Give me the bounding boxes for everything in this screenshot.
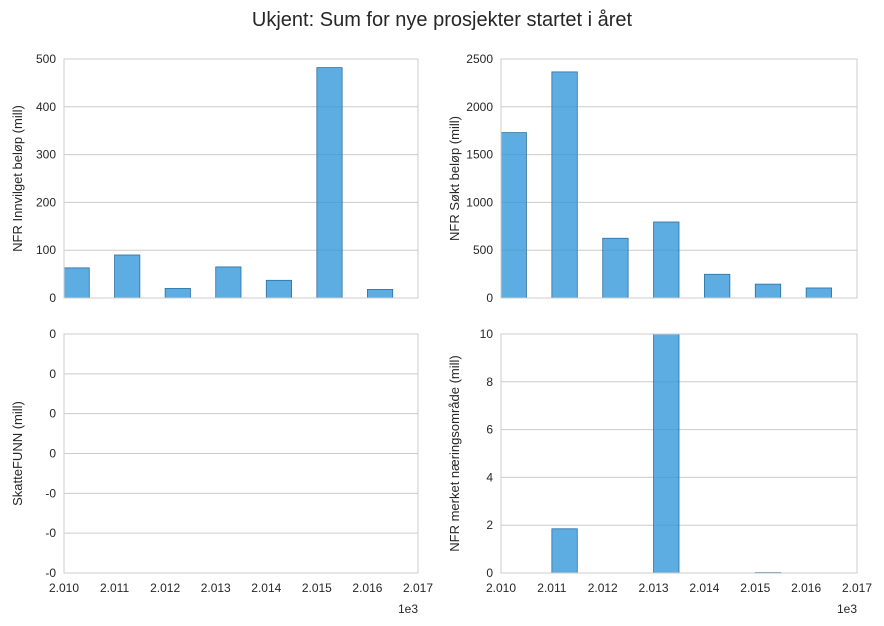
bar-2010: [63, 267, 90, 299]
y-tick-label: 100: [36, 243, 56, 257]
y-tick-label: 0: [49, 327, 56, 341]
bar-2011: [551, 71, 578, 299]
y-tick-label: 2000: [466, 100, 493, 114]
bar-2016: [805, 287, 832, 299]
y-tick-label: 2500: [466, 52, 493, 66]
y-tick-label: 400: [36, 100, 56, 114]
x-tick-label: 2.012: [150, 581, 180, 595]
bar-2010: [500, 132, 527, 299]
x-tick-label: 2.015: [740, 581, 770, 595]
x-tick-label: 2.013: [201, 581, 231, 595]
y-tick-label: 8: [486, 375, 493, 389]
y-tick-label: 2: [486, 518, 493, 532]
y-tick-label: 0: [486, 566, 493, 580]
y-tick-label: 4: [486, 470, 493, 484]
x-tick-label: 2.017: [842, 581, 872, 595]
figure-title: Ukjent: Sum for nye prosjekter startet i…: [252, 9, 633, 31]
bar-2015: [316, 67, 343, 299]
subplot-2: 0 500 1000 1500 2000 2500 NFR Søkt beløp (mill…: [447, 52, 858, 305]
x-tick-label: 2.015: [302, 581, 332, 595]
y-tick-label: 6: [486, 423, 493, 437]
bar-2016: [367, 288, 394, 299]
x-tick-label: 2.010: [486, 581, 516, 595]
y-tick-label: 300: [36, 148, 56, 162]
axes-frame: [500, 333, 858, 574]
subplot-3: -0 -0 -0 0 0 0 0 2.010 2.011 2.012 2.013 2.014 2.015…: [10, 327, 433, 616]
bar-2013: [653, 221, 680, 299]
y-tick-label: 0: [49, 407, 56, 421]
y-tick-label: -0: [45, 526, 56, 540]
axes-frame: [63, 333, 419, 574]
x-tick-label: 2.011: [537, 581, 566, 595]
y-tick-label: 0: [49, 447, 56, 461]
y-axis-label: NFR merket næringsområde (mill): [447, 355, 462, 551]
x-offset-label: 1e3: [398, 602, 418, 616]
y-tick-label: 1000: [466, 195, 493, 209]
subplot-4: 0 2 4 6 8 10 2.010 2.011 2.012 2.013 2.014 2.015 2.0…: [447, 327, 872, 616]
y-tick-label: 500: [36, 52, 56, 66]
y-tick-label: -0: [45, 566, 56, 580]
y-tick-label: 0: [49, 367, 56, 381]
bar-2013: [653, 333, 680, 574]
y-tick-label: 0: [486, 291, 493, 305]
x-tick-label: 2.010: [49, 581, 79, 595]
x-tick-label: 2.014: [251, 581, 281, 595]
x-tick-label: 2.017: [403, 581, 433, 595]
bar-2015: [754, 283, 782, 299]
y-tick-label: -0: [45, 486, 56, 500]
y-tick-label: 500: [473, 243, 493, 257]
bar-2014: [265, 279, 292, 299]
x-tick-label: 2.013: [639, 581, 669, 595]
bar-2012: [164, 288, 191, 299]
x-tick-label: 2.016: [791, 581, 821, 595]
x-tick-label: 2.014: [689, 581, 719, 595]
bar-2011: [551, 528, 578, 574]
y-tick-label: 200: [36, 195, 56, 209]
bar-2012: [602, 237, 629, 299]
x-offset-label: 1e3: [837, 602, 857, 616]
axes-frame: [500, 58, 858, 299]
y-tick-label: 1500: [466, 148, 493, 162]
y-axis-label: SkatteFUNN (mill): [10, 401, 25, 506]
bar-2011: [114, 254, 141, 299]
y-axis-label: NFR Søkt beløp (mill): [447, 116, 462, 241]
bar-2013: [215, 266, 242, 299]
x-tick-label: 2.011: [100, 581, 129, 595]
y-tick-label: 10: [480, 327, 494, 341]
y-tick-label: 0: [49, 291, 56, 305]
subplot-1: 0 100 200 300 400 500 NFR Innvilget beløp (mil…: [10, 52, 419, 305]
x-tick-label: 2.016: [352, 581, 382, 595]
axes-frame: [63, 58, 419, 299]
y-axis-label: NFR Innvilget beløp (mill): [10, 105, 25, 252]
x-tick-label: 2.012: [588, 581, 618, 595]
bar-2014: [704, 273, 731, 299]
